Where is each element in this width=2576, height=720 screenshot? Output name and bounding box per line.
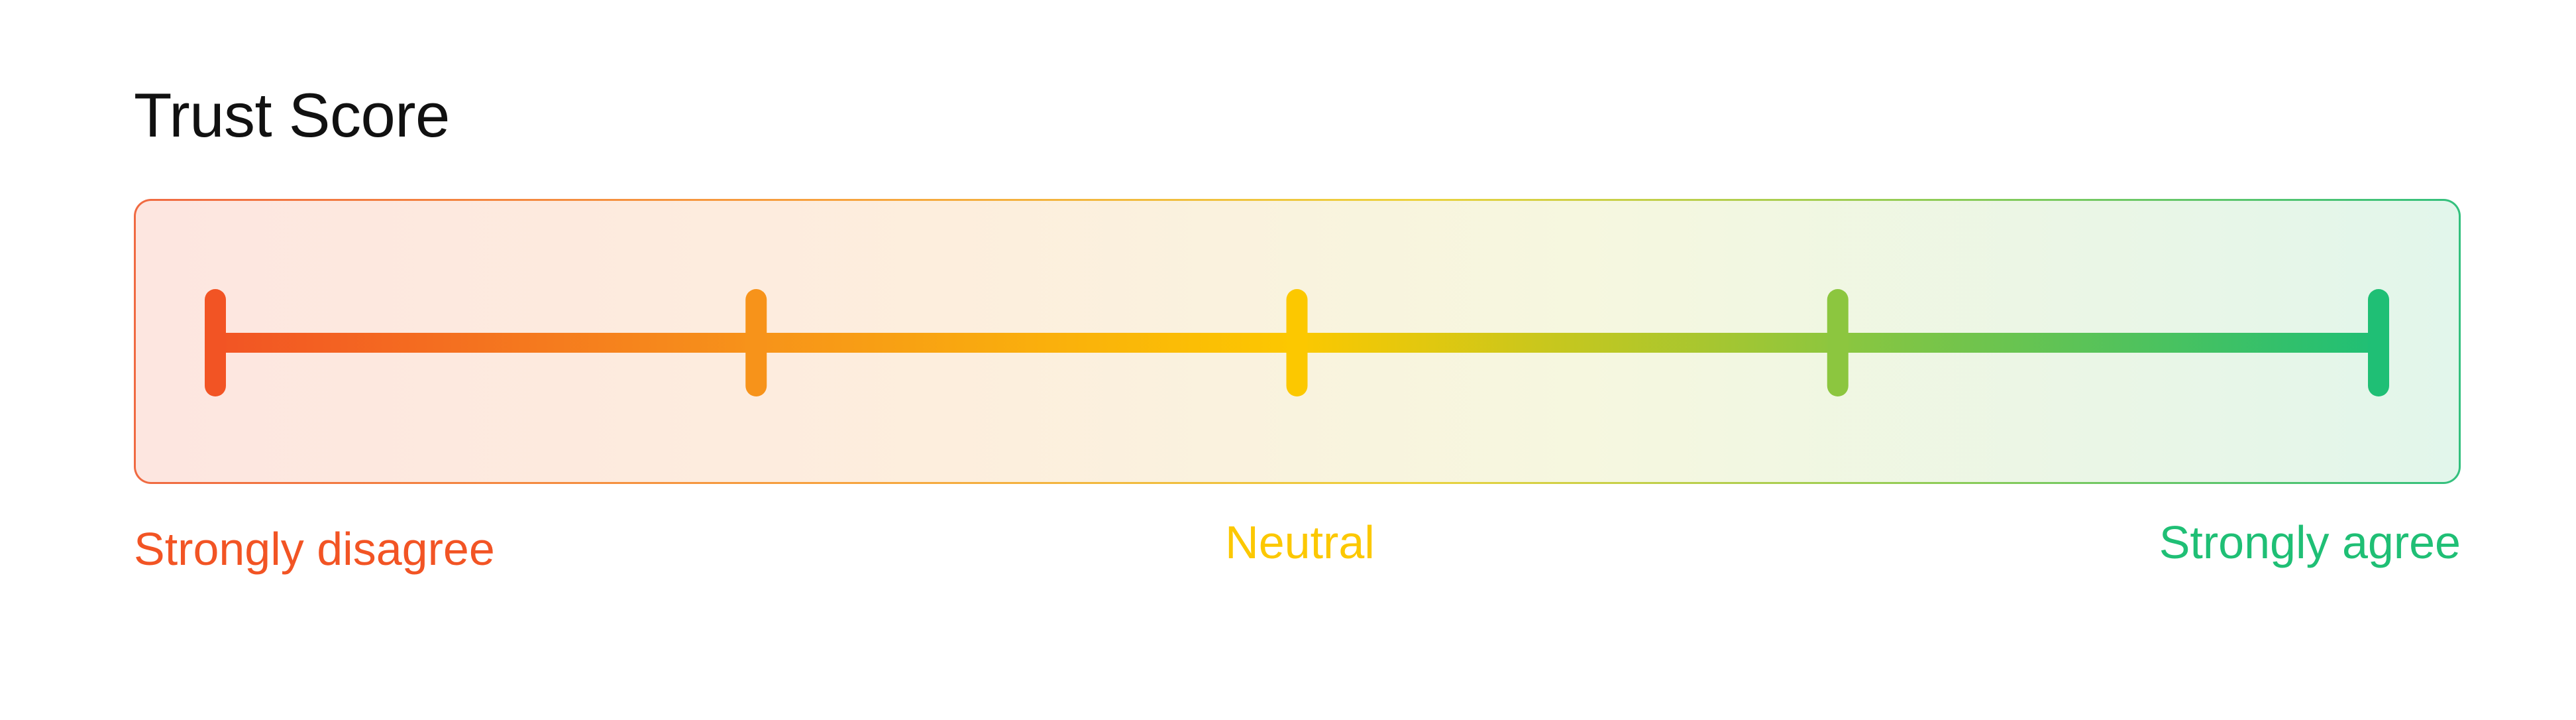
label-strongly-agree: Strongly agree — [2159, 516, 2461, 568]
page-title: Trust Score — [134, 80, 450, 150]
label-neutral: Neutral — [1225, 516, 1375, 568]
label-strongly-disagree: Strongly disagree — [134, 523, 495, 575]
